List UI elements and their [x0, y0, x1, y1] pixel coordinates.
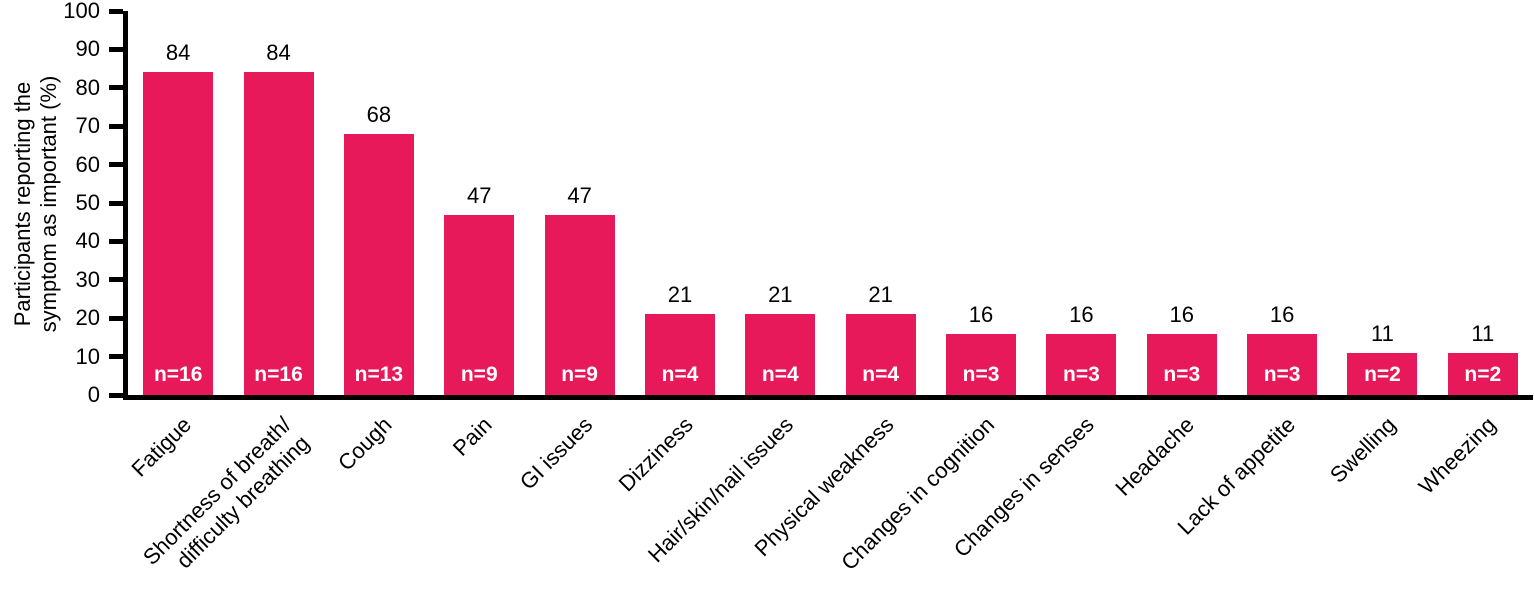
bar	[1447, 352, 1518, 395]
y-tick-label: 70	[75, 113, 100, 139]
bar-value-label: 47	[467, 182, 492, 208]
y-tick-label: 60	[75, 151, 100, 177]
bar-value-label: 16	[968, 301, 994, 327]
bar-n-label: n=4	[661, 363, 699, 386]
bar	[143, 72, 214, 395]
x-category-label: Pain	[448, 412, 497, 461]
y-tick-mark	[109, 123, 123, 129]
bar-n-label: n=16	[153, 363, 203, 386]
bar-n-label: n=2	[1464, 363, 1502, 386]
y-tick-mark	[109, 8, 123, 14]
bar-value-label: 16	[1069, 301, 1094, 327]
x-category-label: Cough	[333, 412, 397, 476]
bar-value-label: 47	[567, 182, 592, 208]
y-tick-mark	[109, 277, 123, 283]
bar-n-label: n=13	[354, 363, 404, 386]
bar	[243, 72, 314, 395]
y-tick-label: 10	[75, 343, 100, 369]
bar-n-label: n=3	[1263, 363, 1301, 386]
x-category-label: Fatigue	[126, 412, 196, 482]
bar-value-label: 21	[667, 282, 693, 308]
bar-value-label: 16	[1269, 301, 1295, 327]
plot-area: 0 10 20 30 40 50 60 70 80 90 100 84 n=16 Fatigue 84 n=1…	[63, 0, 1533, 575]
y-tick-mark	[109, 200, 123, 206]
bar-value-label: 84	[266, 40, 291, 66]
bar	[745, 314, 816, 395]
bar-value-label: 11	[1371, 320, 1394, 346]
bar	[444, 214, 515, 395]
bar	[644, 314, 715, 395]
y-tick-mark	[109, 354, 123, 360]
bar	[1247, 333, 1318, 395]
y-tick-mark	[109, 315, 123, 321]
x-category-label: GI issues	[514, 412, 598, 495]
bar	[343, 133, 414, 395]
y-tick-label: 50	[75, 190, 100, 215]
bar-n-label: n=16	[254, 363, 303, 386]
x-category-label: Dizziness	[613, 412, 698, 497]
bar-n-label: n=9	[460, 363, 498, 386]
y-tick-label: 100	[63, 0, 100, 23]
bar-value-label: 16	[1169, 301, 1194, 327]
bar-n-label: n=4	[862, 363, 900, 386]
bar-n-label: n=9	[561, 363, 598, 386]
bar	[845, 314, 916, 395]
bar-n-label: n=3	[1063, 363, 1100, 386]
bar-value-label: 21	[868, 282, 893, 308]
bar-n-label: n=2	[1364, 363, 1401, 386]
y-tick-label: 0	[87, 382, 100, 407]
bar-value-label: 21	[768, 282, 793, 308]
bar-value-label: 68	[366, 101, 392, 127]
y-tick-label: 30	[75, 266, 100, 292]
x-category-label: Swelling	[1324, 412, 1401, 488]
bar-value-label: 11	[1471, 320, 1495, 346]
y-tick-label: 40	[75, 228, 100, 254]
bar	[1046, 333, 1117, 395]
x-category-label: Headache	[1110, 412, 1200, 501]
x-category-label: Wheezing	[1413, 412, 1501, 499]
bar-n-label: n=4	[761, 363, 799, 386]
bar	[544, 214, 615, 395]
bar	[1347, 352, 1418, 395]
y-tick-mark	[109, 46, 123, 52]
y-tick-label: 20	[75, 305, 100, 331]
bar	[1146, 333, 1217, 395]
y-tick-mark	[109, 392, 123, 398]
y-tick-mark	[109, 85, 123, 91]
y-tick-mark	[109, 238, 123, 244]
bar	[946, 333, 1017, 395]
y-tick-label: 90	[75, 36, 100, 62]
bar-value-label: 84	[165, 40, 191, 66]
y-tick-mark	[109, 162, 123, 168]
bar-n-label: n=3	[962, 363, 1000, 386]
bar-n-label: n=3	[1163, 363, 1201, 386]
y-tick-label: 80	[75, 74, 100, 100]
